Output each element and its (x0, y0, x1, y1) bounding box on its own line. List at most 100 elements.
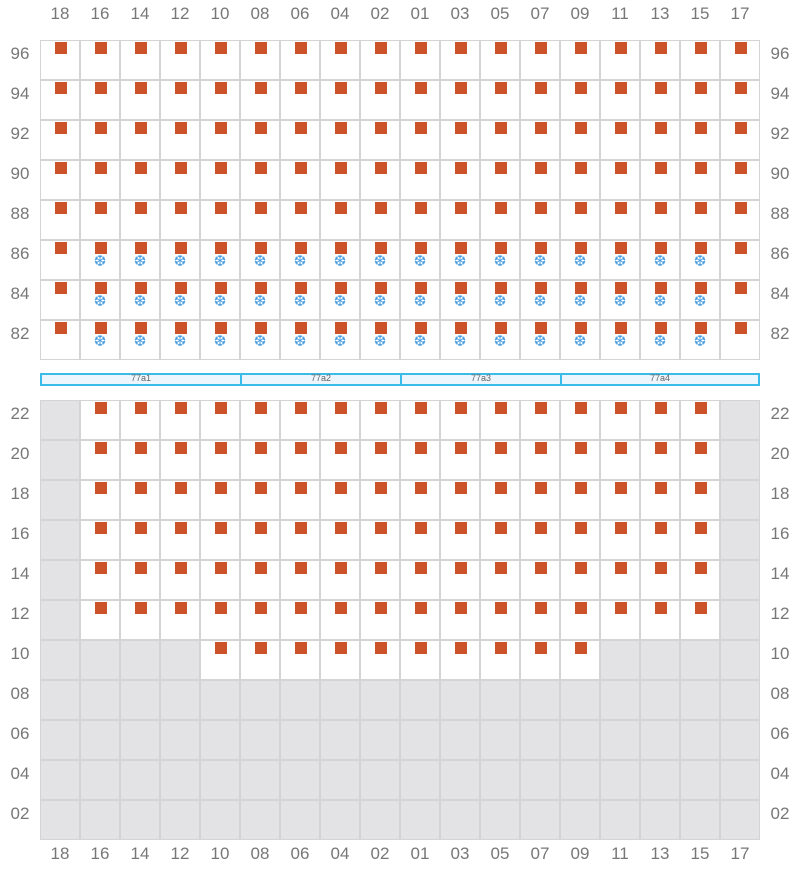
seat-cell[interactable] (720, 80, 760, 120)
seat-cell[interactable] (240, 560, 280, 600)
seat-cell[interactable] (640, 520, 680, 560)
seat-cell[interactable] (680, 40, 720, 80)
seat-cell[interactable] (360, 600, 400, 640)
seat-cell[interactable] (360, 80, 400, 120)
seat-cell[interactable] (720, 40, 760, 80)
seat-cell[interactable] (720, 240, 760, 280)
seat-cell[interactable] (560, 80, 600, 120)
seat-cell[interactable] (280, 480, 320, 520)
seat-cell[interactable] (200, 200, 240, 240)
seat-cell[interactable] (440, 600, 480, 640)
seat-cell[interactable]: ❆ (560, 320, 600, 360)
seat-cell[interactable]: ❆ (80, 320, 120, 360)
seat-cell[interactable] (360, 520, 400, 560)
seat-cell[interactable] (160, 520, 200, 560)
seat-cell[interactable] (680, 120, 720, 160)
seat-cell[interactable]: ❆ (680, 320, 720, 360)
seat-cell[interactable] (160, 80, 200, 120)
seat-cell[interactable] (80, 40, 120, 80)
seat-cell[interactable] (120, 40, 160, 80)
seat-cell[interactable] (440, 160, 480, 200)
seat-cell[interactable] (320, 120, 360, 160)
seat-cell[interactable]: ❆ (320, 280, 360, 320)
seat-cell[interactable] (440, 200, 480, 240)
seat-cell[interactable] (360, 440, 400, 480)
seat-cell[interactable] (400, 640, 440, 680)
seat-cell[interactable] (320, 80, 360, 120)
seat-cell[interactable] (560, 200, 600, 240)
seat-cell[interactable]: ❆ (640, 320, 680, 360)
seat-cell[interactable] (120, 520, 160, 560)
seat-cell[interactable] (520, 120, 560, 160)
seat-cell[interactable] (640, 160, 680, 200)
seat-cell[interactable] (200, 480, 240, 520)
seat-cell[interactable] (400, 440, 440, 480)
seat-cell[interactable] (240, 80, 280, 120)
seat-cell[interactable] (80, 160, 120, 200)
seat-cell[interactable]: ❆ (560, 240, 600, 280)
seat-cell[interactable] (200, 400, 240, 440)
seat-cell[interactable] (480, 640, 520, 680)
seat-cell[interactable] (280, 640, 320, 680)
seat-cell[interactable] (160, 480, 200, 520)
seat-cell[interactable] (600, 520, 640, 560)
seat-cell[interactable] (200, 40, 240, 80)
seat-cell[interactable] (360, 40, 400, 80)
seat-cell[interactable] (320, 480, 360, 520)
seat-cell[interactable] (80, 440, 120, 480)
seat-cell[interactable] (80, 600, 120, 640)
seat-cell[interactable] (640, 120, 680, 160)
seat-cell[interactable] (600, 560, 640, 600)
seat-cell[interactable]: ❆ (360, 280, 400, 320)
seat-cell[interactable] (480, 480, 520, 520)
seat-cell[interactable] (480, 40, 520, 80)
seat-cell[interactable] (720, 200, 760, 240)
seat-cell[interactable] (200, 560, 240, 600)
seat-cell[interactable] (440, 80, 480, 120)
seat-cell[interactable]: ❆ (640, 240, 680, 280)
seat-cell[interactable] (120, 120, 160, 160)
seat-cell[interactable] (600, 600, 640, 640)
seat-cell[interactable] (600, 120, 640, 160)
seat-cell[interactable] (200, 520, 240, 560)
seat-cell[interactable] (80, 520, 120, 560)
seat-cell[interactable] (480, 440, 520, 480)
seat-cell[interactable] (40, 160, 80, 200)
seat-cell[interactable] (640, 80, 680, 120)
seat-cell[interactable] (80, 480, 120, 520)
seat-cell[interactable] (200, 640, 240, 680)
seat-cell[interactable] (440, 440, 480, 480)
seat-cell[interactable] (400, 200, 440, 240)
seat-cell[interactable]: ❆ (160, 240, 200, 280)
seat-cell[interactable] (520, 200, 560, 240)
seat-cell[interactable] (480, 400, 520, 440)
seat-cell[interactable] (520, 520, 560, 560)
seat-cell[interactable] (280, 400, 320, 440)
seat-cell[interactable]: ❆ (200, 240, 240, 280)
seat-cell[interactable]: ❆ (640, 280, 680, 320)
seat-cell[interactable] (160, 160, 200, 200)
seat-cell[interactable]: ❆ (680, 280, 720, 320)
seat-cell[interactable] (440, 120, 480, 160)
seat-cell[interactable]: ❆ (160, 320, 200, 360)
seat-cell[interactable] (160, 440, 200, 480)
seat-cell[interactable] (40, 80, 80, 120)
seat-cell[interactable] (560, 640, 600, 680)
seat-cell[interactable] (400, 80, 440, 120)
seat-cell[interactable] (680, 200, 720, 240)
seat-cell[interactable]: ❆ (80, 280, 120, 320)
seat-cell[interactable] (400, 120, 440, 160)
seat-cell[interactable] (120, 600, 160, 640)
seat-cell[interactable] (600, 400, 640, 440)
seat-cell[interactable]: ❆ (160, 280, 200, 320)
seat-cell[interactable] (400, 520, 440, 560)
seat-cell[interactable] (720, 320, 760, 360)
seat-cell[interactable] (240, 400, 280, 440)
seat-cell[interactable] (560, 520, 600, 560)
seat-cell[interactable] (520, 80, 560, 120)
seat-cell[interactable] (400, 480, 440, 520)
seat-cell[interactable] (400, 40, 440, 80)
seat-cell[interactable] (240, 160, 280, 200)
seat-cell[interactable] (320, 200, 360, 240)
seat-cell[interactable] (720, 120, 760, 160)
